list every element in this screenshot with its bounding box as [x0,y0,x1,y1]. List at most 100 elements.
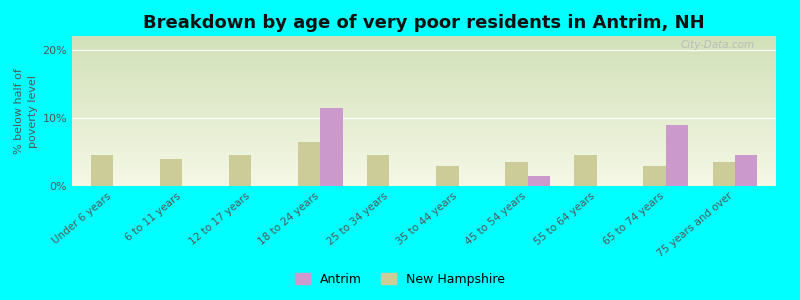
Bar [72,118,776,119]
Bar [72,148,776,149]
Bar [72,83,776,84]
Bar [72,145,776,146]
Bar [72,82,776,83]
Bar [72,58,776,59]
Bar [72,64,776,65]
Bar [72,85,776,86]
Bar [72,160,776,161]
Bar [230,155,251,186]
Bar [72,179,776,180]
Bar [437,166,458,186]
Bar [72,149,776,150]
Bar [72,41,776,42]
Bar [72,177,776,178]
Bar [72,119,776,120]
Bar [72,126,776,127]
Bar [72,125,776,126]
Bar [72,43,776,44]
Bar [72,103,776,104]
Title: Breakdown by age of very poor residents in Antrim, NH: Breakdown by age of very poor residents … [143,14,705,32]
Bar [72,61,776,62]
Bar [72,156,776,157]
Bar [574,155,597,186]
Bar [72,174,776,175]
Bar [72,67,776,68]
Bar [72,98,776,99]
Bar [713,162,734,186]
Bar [72,110,776,111]
Bar [72,78,776,79]
Bar [72,70,776,71]
Bar [72,45,776,46]
Bar [72,46,776,47]
Bar [72,50,776,51]
Bar [72,154,776,155]
Bar [72,183,776,184]
Bar [72,96,776,97]
Bar [72,131,776,132]
Bar [72,112,776,113]
Bar [643,166,666,186]
Bar [72,139,776,140]
Bar [72,42,776,43]
Bar [72,152,776,153]
Bar [72,108,776,109]
Bar [72,130,776,131]
Bar [72,136,776,137]
Bar [72,63,776,64]
Bar [72,157,776,158]
Bar [72,141,776,142]
Bar [72,114,776,115]
Bar [321,108,342,186]
Bar [72,121,776,122]
Bar [72,138,776,139]
Bar [72,89,776,90]
Bar [72,65,776,66]
Bar [72,162,776,163]
Bar [72,106,776,107]
Bar [72,143,776,144]
Bar [72,79,776,80]
Bar [72,116,776,117]
Bar [72,88,776,89]
Bar [72,69,776,70]
Bar [72,129,776,130]
Bar [72,68,776,69]
Bar [72,59,776,60]
Bar [72,87,776,88]
Bar [72,164,776,165]
Bar [72,134,776,135]
Bar [72,94,776,95]
Bar [72,155,776,156]
Bar [72,76,776,77]
Bar [72,144,776,145]
Bar [72,66,776,67]
Bar [72,137,776,138]
Bar [72,117,776,118]
Bar [72,135,776,136]
Bar [72,90,776,91]
Bar [72,44,776,45]
Bar [72,75,776,76]
Bar [72,38,776,39]
Bar [72,163,776,164]
Bar [72,104,776,105]
Bar [72,115,776,116]
Bar [72,182,776,183]
Bar [72,147,776,148]
Bar [298,142,321,186]
Bar [72,123,776,124]
Bar [72,185,776,186]
Bar [72,172,776,173]
Bar [72,56,776,57]
Bar [72,72,776,73]
Bar [72,77,776,78]
Bar [72,60,776,61]
Bar [72,128,776,129]
Bar [72,105,776,106]
Bar [72,74,776,75]
Bar [72,184,776,185]
Bar [72,86,776,87]
Bar [72,39,776,40]
Bar [72,40,776,41]
